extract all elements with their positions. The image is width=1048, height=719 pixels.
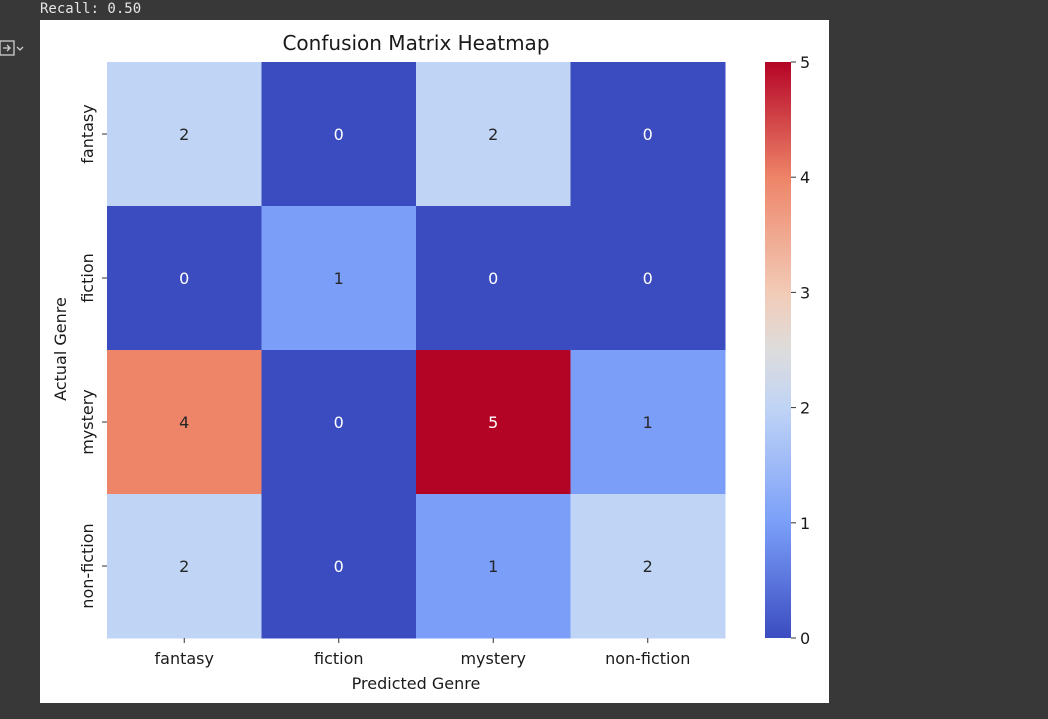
chart-figure: Confusion Matrix Heatmap 2 0 2 0 0 1 0 0 4 0 5 1 2 0 1… [40, 20, 829, 703]
heatmap-cell [416, 494, 571, 639]
confusion-matrix-heatmap: Confusion Matrix Heatmap 2 0 2 0 0 1 0 0 4 0 5 1 2 0 1… [51, 31, 810, 693]
heatmap-cell-label: 1 [488, 557, 498, 576]
colorbar-tick-label: 3 [800, 283, 810, 302]
y-tick-label: non-fiction [78, 523, 97, 608]
heatmap-cell [570, 494, 726, 639]
y-axis-label: Actual Genre [51, 297, 70, 401]
heatmap-cell [107, 350, 262, 495]
heatmap-cell [261, 350, 417, 495]
chart-title: Confusion Matrix Heatmap [282, 31, 549, 55]
heatmap-cell [416, 350, 571, 495]
y-tick-label: mystery [78, 389, 97, 455]
heatmap-cell [416, 206, 571, 351]
heatmap-cell-label: 0 [334, 557, 344, 576]
heatmap-cell-label: 2 [488, 125, 498, 144]
heatmap-cell [261, 494, 417, 639]
heatmap-cell-label: 0 [334, 125, 344, 144]
heatmap-cell-label: 2 [643, 557, 653, 576]
heatmap-cell-label: 1 [643, 413, 653, 432]
colorbar-tick-label: 4 [800, 168, 810, 187]
x-tick-label: non-fiction [605, 649, 690, 668]
heatmap-cell-label: 5 [488, 413, 498, 432]
heatmap-cell-label: 0 [643, 125, 653, 144]
heatmap-cell [107, 494, 262, 639]
colorbar-tick-label: 2 [800, 399, 810, 418]
heatmap-cell-label: 2 [179, 125, 189, 144]
heatmap-cell [261, 206, 417, 351]
heatmap-cell [107, 206, 262, 351]
x-axis-label: Predicted Genre [352, 674, 481, 693]
heatmap-cell [416, 62, 571, 207]
heatmap-cell [107, 62, 262, 207]
output-expand-icon[interactable] [0, 38, 26, 62]
x-tick-label: mystery [460, 649, 526, 668]
heatmap-cell-label: 2 [179, 557, 189, 576]
heatmap-cell [261, 62, 417, 207]
heatmap-cell-label: 4 [179, 413, 189, 432]
heatmap-cell-label: 0 [643, 269, 653, 288]
y-tick-labels: fantasy fiction mystery non-fiction [78, 104, 107, 609]
heatmap-cell-label: 0 [334, 413, 344, 432]
heatmap-cell-label: 0 [488, 269, 498, 288]
x-tick-label: fiction [314, 649, 364, 668]
y-tick-label: fantasy [78, 104, 97, 163]
colorbar-tick-label: 0 [800, 629, 810, 648]
heatmap-cell-label: 0 [179, 269, 189, 288]
x-tick-label: fantasy [155, 649, 214, 668]
heatmap-cell [570, 206, 726, 351]
heatmap-cell [570, 350, 726, 495]
colorbar-ticks: 0 1 2 3 4 5 [791, 53, 810, 648]
heatmap-cells: 2 0 2 0 0 1 0 0 4 0 5 1 2 0 1 2 [107, 62, 726, 639]
heatmap-cell [570, 62, 726, 207]
colorbar-tick-label: 1 [800, 514, 810, 533]
y-tick-label: fiction [78, 253, 97, 303]
x-tick-labels: fantasy fiction mystery non-fiction [155, 638, 690, 668]
colorbar [765, 62, 791, 638]
colorbar-tick-label: 5 [800, 53, 810, 72]
heatmap-cell-label: 1 [334, 269, 344, 288]
cell-output-text: Recall: 0.50 [40, 1, 142, 17]
